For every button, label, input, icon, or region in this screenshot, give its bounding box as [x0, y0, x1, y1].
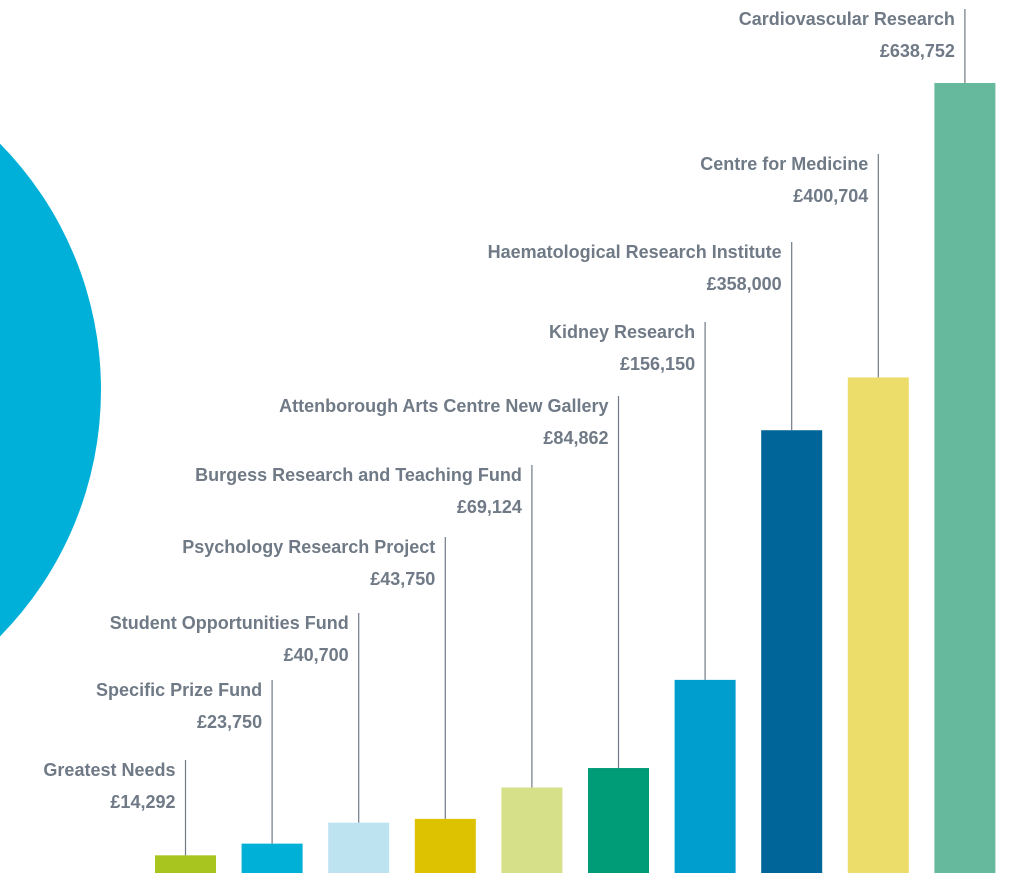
bar: [155, 855, 216, 873]
category-label: Greatest Needs: [43, 760, 175, 780]
value-label: £69,124: [457, 497, 522, 517]
value-label: £84,862: [543, 428, 608, 448]
decorative-circle: [0, 143, 101, 637]
bar: [674, 679, 736, 873]
bar: [847, 377, 909, 873]
bar: [761, 430, 823, 873]
category-label: Centre for Medicine: [700, 154, 868, 174]
value-label: £43,750: [370, 569, 435, 589]
category-label: Specific Prize Fund: [96, 680, 262, 700]
value-label: £14,292: [110, 792, 175, 812]
value-label: £638,752: [880, 41, 955, 61]
category-label: Cardiovascular Research: [739, 9, 955, 29]
bar: [934, 83, 996, 873]
category-label: Psychology Research Project: [182, 537, 435, 557]
value-label: £40,700: [284, 645, 349, 665]
value-label: £156,150: [620, 354, 695, 374]
category-label: Attenborough Arts Centre New Gallery: [279, 396, 608, 416]
value-label: £400,704: [793, 186, 868, 206]
bar: [328, 822, 390, 873]
bar: [414, 818, 476, 873]
bar: [241, 843, 303, 873]
value-label: £23,750: [197, 712, 262, 732]
category-label: Kidney Research: [549, 322, 695, 342]
category-label: Burgess Research and Teaching Fund: [195, 465, 522, 485]
value-label: £358,000: [707, 274, 782, 294]
category-label: Haematological Research Institute: [488, 242, 782, 262]
category-label: Student Opportunities Fund: [110, 613, 349, 633]
bar: [501, 787, 563, 873]
bar: [588, 768, 649, 873]
